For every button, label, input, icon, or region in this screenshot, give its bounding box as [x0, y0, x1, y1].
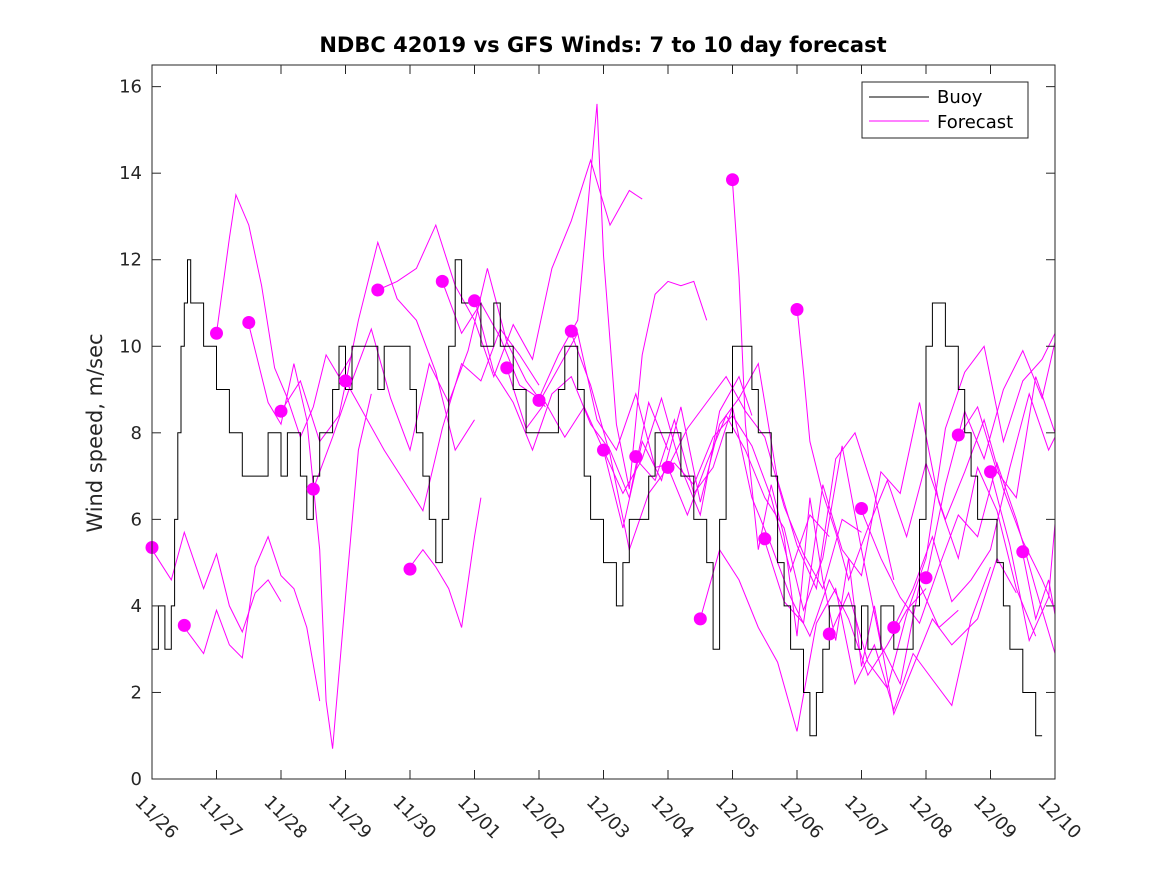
forecast-line-16: [635, 404, 927, 677]
x-tick-label: 12/08: [904, 792, 956, 844]
x-tick-label: 11/27: [195, 792, 247, 844]
forecast-start-marker-4: [242, 316, 256, 329]
y-tick-label: 6: [131, 509, 142, 530]
forecast-line-3: [216, 192, 353, 439]
legend: Buoy Forecast: [861, 81, 1029, 139]
x-tick-label: 12/03: [582, 792, 634, 844]
forecast-start-marker-8: [371, 283, 385, 297]
x-tick-label: 11/28: [259, 792, 311, 844]
x-tick-label: 11/26: [130, 792, 182, 844]
x-tick-label: 12/10: [1033, 792, 1085, 844]
forecast-start-marker-24: [887, 621, 901, 634]
forecast-start-marker-18: [693, 612, 707, 626]
forecast-line-26: [957, 376, 1056, 499]
x-tick-label: 12/06: [775, 792, 827, 844]
y-tick-label: 4: [131, 596, 142, 617]
x-tick-label: 11/29: [324, 792, 376, 844]
forecast-line-12: [506, 367, 753, 517]
y-tick-label: 16: [119, 77, 142, 98]
legend-forecast-label: Forecast: [937, 112, 1013, 133]
forecast-start-marker-3: [210, 326, 223, 340]
x-tick-label: 12/07: [840, 792, 892, 844]
y-tick-label: 10: [119, 336, 142, 357]
forecast-start-marker-21: [790, 303, 804, 316]
forecast-start-marker-5: [274, 404, 288, 418]
forecast-start-marker-6: [306, 482, 320, 496]
forecast-line-2: [183, 535, 321, 702]
forecast-line-25: [925, 341, 1056, 580]
forecast-line-5: [280, 240, 475, 452]
forecast-start-marker-11: [468, 294, 481, 308]
forecast-line-24: [893, 392, 1056, 628]
legend-box: [861, 81, 1029, 139]
forecast-line-7: [345, 327, 540, 512]
forecast-start-marker-16: [629, 450, 643, 464]
forecast-start-marker-7: [339, 374, 352, 388]
y-tick-label: 0: [131, 769, 142, 790]
forecast-start-marker-19: [726, 173, 739, 187]
y-tick-label: 2: [131, 682, 142, 703]
forecast-start-marker-14: [564, 324, 578, 338]
y-tick-label: 8: [131, 423, 142, 444]
forecast-line-27: [990, 471, 1056, 643]
forecast-start-marker-2: [177, 618, 191, 632]
x-tick-label: 12/05: [711, 792, 763, 844]
forecast-start-marker-28: [1016, 545, 1030, 559]
y-axis: 0 2 4 6 8 10 12 14 16: [119, 77, 1055, 790]
forecast-line-20: [764, 402, 1037, 637]
legend-buoy-label: Buoy: [937, 87, 983, 108]
y-tick-label: 12: [119, 250, 142, 271]
forecast-start-marker-9: [403, 562, 417, 576]
forecast-line-9: [409, 497, 482, 628]
forecast-start-marker-12: [500, 361, 514, 375]
forecast-line-17: [667, 414, 959, 686]
forecast-start-marker-20: [758, 532, 772, 546]
forecast-line-14: [570, 333, 862, 590]
x-tick-label: 12/09: [969, 792, 1021, 844]
forecast-start-marker-23: [855, 502, 868, 515]
forecast-start-marker-25: [919, 571, 933, 585]
x-tick-label: 12/01: [453, 792, 505, 844]
forecast-line-23: [861, 461, 1056, 654]
forecast-start-marker-15: [597, 443, 610, 457]
forecast-line-21: [796, 307, 1056, 611]
chart-title: NDBC 42019 vs GFS Winds: 7 to 10 day for…: [319, 33, 886, 57]
forecast-start-marker-17: [661, 460, 675, 474]
plot-area: [152, 65, 1055, 779]
forecast-line-10: [441, 103, 708, 490]
forecast-start-marker-22: [822, 627, 836, 641]
x-tick-label: 11/30: [388, 792, 440, 844]
forecast-line-4: [248, 324, 372, 749]
forecast-line-18: [699, 548, 991, 732]
forecast-start-marker-26: [951, 428, 965, 442]
y-tick-label: 14: [119, 163, 142, 184]
y-axis-label: Wind speed, m/sec: [83, 333, 107, 532]
forecast-line-15: [603, 362, 895, 591]
markers-layer: [145, 173, 1030, 641]
forecast-line-1: [151, 530, 282, 634]
buoy-line: [152, 259, 1043, 737]
forecast-start-marker-10: [435, 274, 449, 288]
forecast-line-28: [1022, 553, 1056, 621]
forecast-start-marker-13: [532, 393, 546, 407]
x-tick-label: 12/04: [646, 792, 698, 844]
x-tick-label: 12/02: [517, 792, 569, 844]
forecast-start-marker-27: [984, 465, 997, 479]
forecast-line-8: [377, 158, 643, 379]
forecast-line-11: [474, 298, 669, 500]
forecast-line-22: [828, 333, 1056, 690]
